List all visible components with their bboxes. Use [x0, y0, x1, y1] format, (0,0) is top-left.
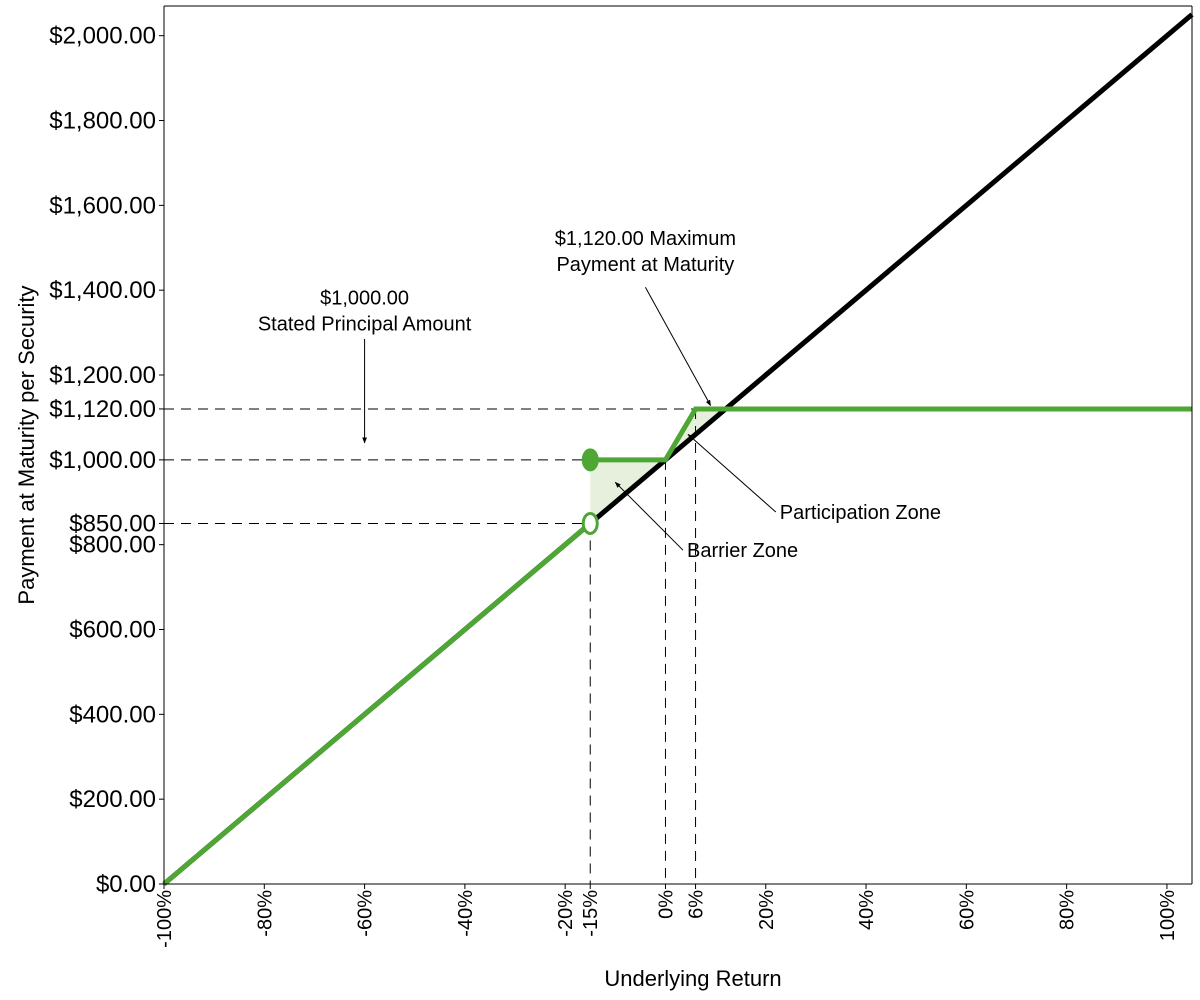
x-tick-label: 20%: [756, 890, 778, 930]
x-tick-label: -40%: [455, 890, 477, 937]
x-tick-label: -100%: [154, 890, 176, 948]
y-tick-label: $200.00: [69, 786, 156, 813]
y-tick-label: $400.00: [69, 701, 156, 728]
y-tick-label: $800.00: [69, 532, 156, 559]
y-tick-label: $1,120.00: [49, 396, 156, 423]
x-tick-label: 60%: [956, 890, 978, 930]
y-tick-label: $850.00: [69, 510, 156, 537]
maximum-payment-annotation-text: $1,120.00 Maximum: [555, 228, 736, 250]
y-tick-label: $0.00: [96, 871, 156, 898]
y-tick-label: $600.00: [69, 617, 156, 644]
x-tick-label: -20%: [555, 890, 577, 937]
maximum-payment-annotation-text: Payment at Maturity: [556, 254, 734, 276]
x-tick-label: 6%: [686, 890, 708, 919]
maximum-payment-annotation-arrow: [644, 286, 712, 407]
participation-zone-annotation-text: Participation Zone: [780, 502, 941, 524]
x-axis-title: Underlying Return: [604, 966, 781, 991]
barrier-zone-annotation-arrow: [614, 481, 684, 551]
x-tick-label: 100%: [1157, 890, 1179, 941]
y-tick-label: $2,000.00: [49, 23, 156, 50]
x-tick-label: -80%: [254, 890, 276, 937]
series-line-payment-upper: [590, 406, 1192, 463]
participation-zone-annotation-arrow: [687, 433, 777, 513]
barrier-zone-annotation-text: Barrier Zone: [687, 540, 798, 562]
y-tick-label: $1,800.00: [49, 108, 156, 135]
stated-principal-annotation-text: $1,000.00: [320, 287, 409, 309]
y-tick-label: $1,200.00: [49, 362, 156, 389]
series-line-payment-lower: [162, 521, 592, 886]
y-axis-title: Payment at Maturity per Security: [14, 285, 39, 604]
x-tick-label: 0%: [655, 890, 677, 919]
x-tick-label: -60%: [355, 890, 377, 937]
y-tick-label: $1,400.00: [49, 277, 156, 304]
y-tick-label: $1,000.00: [49, 447, 156, 474]
x-tick-label: 40%: [856, 890, 878, 930]
x-tick-label: -15%: [580, 890, 602, 937]
open-circle-marker: [581, 511, 599, 535]
stated-principal-annotation-text: Stated Principal Amount: [258, 313, 472, 335]
x-tick-label: 80%: [1057, 890, 1079, 930]
filled-circle-marker: [581, 448, 599, 472]
y-tick-label: $1,600.00: [49, 192, 156, 219]
